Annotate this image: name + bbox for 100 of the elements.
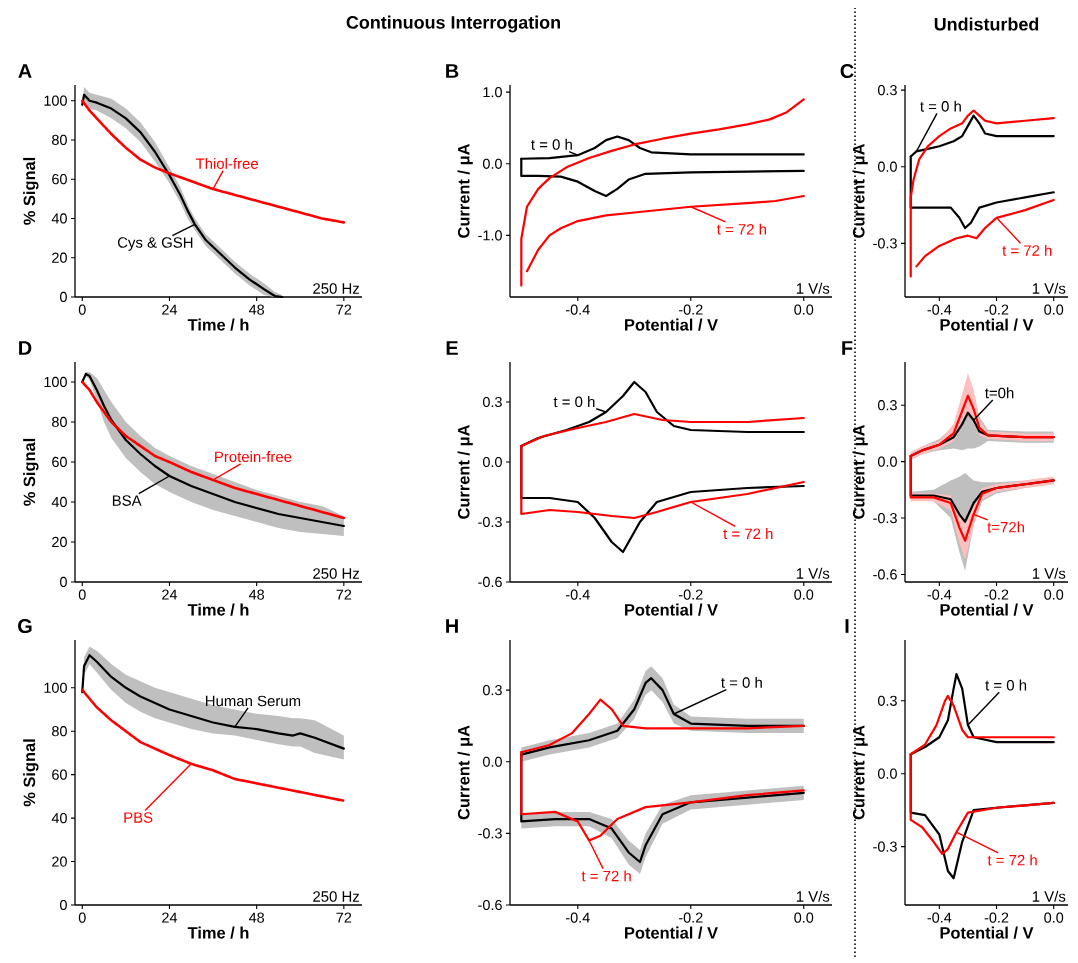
- x-tick-label: -0.2: [678, 912, 703, 923]
- x-tick-label: -0.2: [984, 589, 1009, 600]
- x-axis-title: Time / h: [187, 603, 249, 616]
- x-tick-label: -0.4: [565, 589, 590, 600]
- y-axis-title: Current / μA: [852, 424, 868, 519]
- y-tick-label: -0.6: [873, 569, 897, 580]
- y-tick-label: -0.3: [873, 512, 897, 524]
- y-tick-label: 0: [60, 576, 67, 588]
- y-tick-label: 100: [44, 95, 67, 106]
- annotation: 1 V/s: [796, 890, 830, 902]
- y-tick-label: 0.3: [877, 84, 897, 96]
- y-tick-label: -0.3: [478, 828, 502, 839]
- annotation: 250 Hz: [313, 283, 360, 294]
- x-tick-label: -0.2: [984, 912, 1009, 923]
- y-tick-label: 80: [52, 134, 67, 146]
- y-tick-label: 0.0: [877, 768, 897, 779]
- chart-title: B: [446, 64, 459, 78]
- legend-label: t = 72 h: [987, 854, 1037, 866]
- x-tick-label: -0.2: [678, 304, 703, 315]
- x-tick-label: -0.2: [678, 589, 703, 600]
- y-tick-label: 0.3: [877, 400, 897, 411]
- x-tick-label: 0: [78, 589, 86, 600]
- y-tick-label: -0.6: [478, 899, 502, 911]
- y-tick-label: 100: [44, 376, 67, 388]
- y-tick-label: 80: [52, 726, 67, 737]
- text: PBS: [124, 812, 153, 823]
- legend-label: t = 72 h: [1002, 244, 1052, 256]
- x-tick-label: 48: [248, 304, 265, 315]
- x-axis-title: Potential / V: [940, 926, 1034, 939]
- y-tick-label: 20: [52, 536, 67, 548]
- legend-label: BSA: [112, 495, 142, 506]
- y-tick-label: 0.3: [877, 695, 897, 706]
- x-tick-label: 24: [162, 589, 178, 600]
- y-tick-label: 0.0: [482, 456, 502, 468]
- x-tick-label: 0.0: [1044, 589, 1064, 600]
- x-tick-label: 24: [162, 304, 178, 315]
- annotation: 250 Hz: [313, 891, 360, 902]
- y-axis-title: Current / μA: [457, 424, 473, 519]
- y-tick-label: -0.3: [873, 841, 897, 852]
- x-axis-title: Time / h: [187, 926, 249, 939]
- y-tick-label: 0.3: [482, 685, 502, 696]
- x-axis-title: Potential / V: [625, 926, 718, 939]
- y-tick-label: 1.0: [483, 87, 502, 98]
- text: Continuous Interrogation: [346, 15, 560, 33]
- x-tick-label: 24: [162, 912, 178, 923]
- y-tick-label: 40: [51, 496, 67, 508]
- annotation: 1 V/s: [796, 282, 830, 294]
- y-tick-label: 60: [52, 769, 67, 780]
- x-tick-label: -0.4: [927, 589, 952, 600]
- x-tick-label: 72: [336, 912, 352, 923]
- x-axis-title: Potential / V: [625, 318, 718, 331]
- legend-label: t = 0 h: [531, 138, 572, 150]
- x-axis-title: Time / h: [187, 318, 249, 331]
- chart-title: F: [842, 341, 853, 355]
- y-axis-title: Current / μA: [852, 725, 868, 820]
- y-tick-label: 0.0: [482, 756, 502, 767]
- x-tick-label: 0.0: [794, 304, 814, 315]
- y-tick-label: 0: [60, 291, 67, 303]
- x-tick-label: 0.0: [1044, 912, 1064, 923]
- y-tick-label: 0.0: [877, 456, 897, 467]
- y-tick-label: 0.0: [482, 158, 502, 169]
- y-tick-label: 0: [60, 899, 67, 911]
- legend-label: t = 0 h: [553, 396, 595, 408]
- y-tick-label: 60: [52, 456, 67, 468]
- y-axis-title: % Signal: [23, 739, 39, 807]
- x-tick-label: 72: [336, 304, 352, 315]
- annotation: 1 V/s: [1032, 890, 1066, 902]
- annotation: 1 V/s: [1032, 282, 1066, 294]
- y-axis-title: Current / μA: [852, 143, 868, 238]
- x-tick-label: 0.0: [1044, 304, 1064, 315]
- y-tick-label: 0.0: [877, 161, 897, 172]
- y-axis-title: Current / μA: [457, 143, 473, 238]
- y-tick-label: 80: [52, 416, 67, 428]
- legend-label: Cys & GSH: [117, 237, 193, 251]
- y-tick-label: 0.3: [482, 396, 502, 408]
- legend-label: t = 72 h: [581, 870, 631, 882]
- x-axis-title: Potential / V: [940, 318, 1034, 331]
- y-tick-label: -0.6: [478, 576, 502, 588]
- y-axis-title: Current / μA: [457, 725, 473, 820]
- x-tick-label: 0.0: [794, 912, 814, 923]
- chart-subtitle: Undisturbed: [934, 17, 1039, 31]
- chart-title: A: [18, 64, 32, 78]
- x-tick-label: -0.4: [565, 304, 590, 315]
- x-tick-label: 48: [248, 912, 265, 923]
- x-tick-label: 72: [336, 589, 352, 600]
- series-label: t=0h: [985, 387, 1014, 399]
- chart-title: H: [446, 619, 458, 633]
- y-tick-label: 40: [51, 812, 67, 824]
- y-axis-title: % Signal: [23, 438, 39, 506]
- y-tick-label: -0.3: [873, 238, 897, 249]
- x-tick-label: 0.0: [794, 589, 814, 600]
- y-tick-label: 60: [52, 174, 67, 185]
- y-tick-label: 20: [52, 856, 67, 867]
- series-label: Thiol-free: [195, 157, 258, 169]
- chart-title: G: [18, 618, 32, 634]
- y-tick-label: 100: [44, 682, 67, 693]
- annotation: 1 V/s: [1032, 567, 1066, 579]
- y-axis-title: % Signal: [23, 157, 39, 225]
- chart-title: I: [845, 619, 849, 633]
- text: t = 0 h: [721, 676, 762, 688]
